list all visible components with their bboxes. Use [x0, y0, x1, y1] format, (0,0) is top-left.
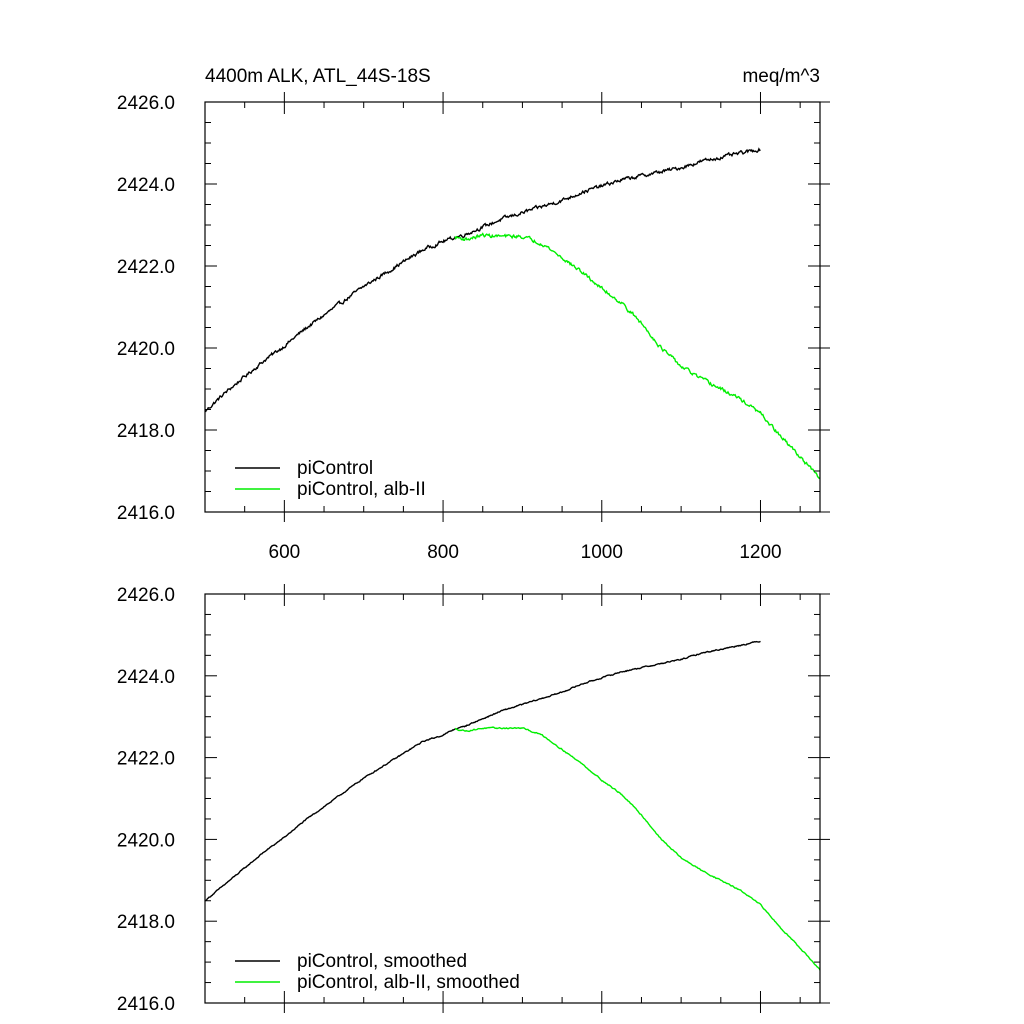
y-tick-label: 2426.0 — [117, 585, 175, 606]
series-line-picontrol-alb-ii — [454, 232, 821, 480]
y-tick-label: 2424.0 — [117, 175, 175, 196]
bottom-panel-series — [204, 640, 821, 971]
x-tick-label: 1200 — [739, 542, 781, 563]
legend-label: piControl — [297, 458, 373, 479]
legend-label: piControl, alb-II, smoothed — [297, 972, 520, 993]
legend-label: piControl, smoothed — [297, 951, 467, 972]
bottom-panel-axes: 2416.0 2418.0 2420.0 2422.0 2424.0 2426.0 — [117, 584, 830, 1015]
y-tick-label: 2418.0 — [117, 912, 175, 933]
top-panel-title-left: 4400m ALK, ATL_44S-18S — [205, 66, 431, 87]
y-tick-label: 2420.0 — [117, 339, 175, 360]
y-tick-label: 2422.0 — [117, 257, 175, 278]
x-tick-label: 600 — [269, 542, 301, 563]
y-tick-label: 2418.0 — [117, 421, 175, 442]
series-line-picontrol-smoothed — [204, 640, 761, 902]
top-panel-axes: 600 800 1000 1200 2416.0 2418.0 2420.0 2422.0 24… — [117, 92, 830, 563]
y-tick-label: 2426.0 — [117, 93, 175, 114]
y-tick-label: 2420.0 — [117, 830, 175, 851]
top-panel: 4400m ALK, ATL_44S-18S meq/m^3 600 800 100… — [117, 66, 830, 563]
x-tick-label: 1000 — [581, 542, 623, 563]
y-tick-label: 2422.0 — [117, 749, 175, 770]
series-line-picontrol — [204, 147, 761, 413]
top-panel-series — [204, 147, 821, 480]
y-tick-label: 2424.0 — [117, 667, 175, 688]
plot-frame — [204, 593, 821, 1004]
series-line-picontrol-alb-ii-smoothed — [454, 726, 821, 971]
bottom-panel: 2416.0 2418.0 2420.0 2422.0 2424.0 2426.0 piC… — [117, 584, 830, 1015]
y-tick-label: 2416.0 — [117, 503, 175, 524]
legend-label: piControl, alb-II — [297, 479, 426, 500]
top-panel-title-right: meq/m^3 — [742, 66, 820, 87]
y-tick-label: 2416.0 — [117, 994, 175, 1015]
x-tick-label: 800 — [427, 542, 459, 563]
plot-frame — [204, 101, 821, 513]
